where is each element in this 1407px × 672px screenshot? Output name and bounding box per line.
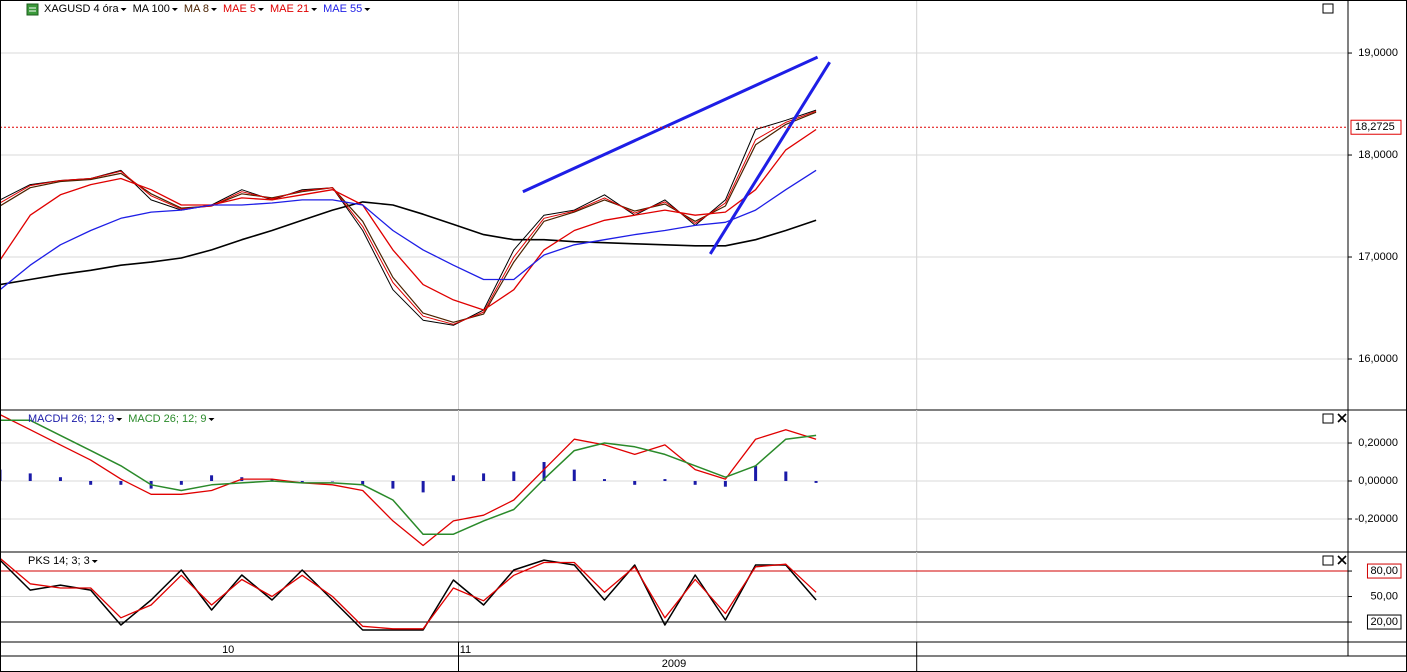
histogram-bar [814,481,818,483]
legend-entry: MAE 5 [223,3,256,15]
dropdown-arrow [171,8,178,11]
dropdown-arrow [210,8,217,11]
y-tick-label: 80,00 [1370,565,1398,577]
dropdown-arrow [208,418,215,421]
histogram-bar [58,477,62,481]
histogram-bar [421,481,425,493]
y-tick-label: 18,0000 [1358,149,1398,161]
histogram-bar [633,481,637,485]
histogram-bar [784,471,788,481]
y-tick-label: 0,00000 [1358,475,1398,487]
y-tick-label: 50,00 [1370,590,1398,602]
histogram-bar [391,481,395,489]
histogram-bar [361,481,365,485]
y-tick-label: -0,20000 [1355,513,1398,525]
histogram-bar [602,479,606,481]
panel: 20,00 50,00 80,00 PKS 14; 3; 3 [0,552,1407,643]
histogram-bar [572,469,576,481]
histogram-bar [663,479,667,481]
histogram-bar [89,481,93,485]
histogram-bar [210,475,214,481]
dropdown-arrow [364,8,371,11]
dropdown-arrow [116,418,123,421]
histogram-bar [482,473,486,481]
legend-entry: XAGUSD 4 óra [44,3,119,15]
y-tick-box [1366,563,1402,579]
legend-entry: MAE 55 [323,3,362,15]
y-tick-label: 0,20000 [1358,437,1398,449]
y-tick-label: 20,00 [1370,616,1398,628]
last-price-label: 18,2725 [1355,121,1395,133]
legend-entry: MA 8 [184,3,209,15]
histogram-bar [512,471,516,481]
x-tick-label: 10 [222,644,234,656]
histogram-bar [119,481,123,485]
legend-entry: MA 100 [133,3,170,15]
last-price-box [1350,119,1402,135]
series-line [0,419,817,535]
dropdown-arrow [120,8,127,11]
histogram-bar [542,462,546,481]
trendline [522,55,819,194]
dropdown-arrow [311,8,318,11]
series-line [0,128,817,311]
histogram-bar [693,481,697,485]
series-line [0,414,817,547]
trendline [708,61,831,255]
legend-entry: PKS 14; 3; 3 [28,555,90,567]
legend-entry: MAE 21 [270,3,309,15]
series-line [0,557,817,630]
histogram-bar [28,473,32,481]
year-label: 2009 [662,658,686,670]
histogram-bar [723,481,727,487]
histogram-bar [330,481,334,482]
maximize-button [1322,413,1334,424]
legend-entry: MACD 26; 12; 9 [128,413,206,425]
series-line [0,559,817,631]
histogram-bar [754,465,758,481]
close-button [1337,555,1347,565]
panel: 16,0000 17,0000 18,0000 19,0000 18,2725 XAGUS… [0,0,1407,411]
panel: -0,20000 0,00000 0,20000 MACDH 26; 12; 9 MAC… [0,410,1407,553]
histogram-bar [270,479,274,481]
histogram-bar [451,475,455,481]
dropdown-arrow [258,8,264,11]
maximize-button [1322,3,1334,14]
y-tick-label: 16,0000 [1358,353,1398,365]
series-line [0,169,817,291]
x-tick-label: 11 [460,644,471,656]
maximize-button [1322,555,1334,566]
series-line [0,201,817,286]
dropdown-arrow [91,560,98,563]
close-button [1337,413,1347,423]
histogram-bar [179,481,183,485]
histogram-bar [300,481,304,483]
legend-entry: MACDH 26; 12; 9 [28,413,114,425]
y-tick-label: 19,0000 [1358,47,1398,59]
chart-icon [26,3,39,16]
y-tick-label: 17,0000 [1358,251,1398,263]
y-tick-box [1366,614,1402,630]
